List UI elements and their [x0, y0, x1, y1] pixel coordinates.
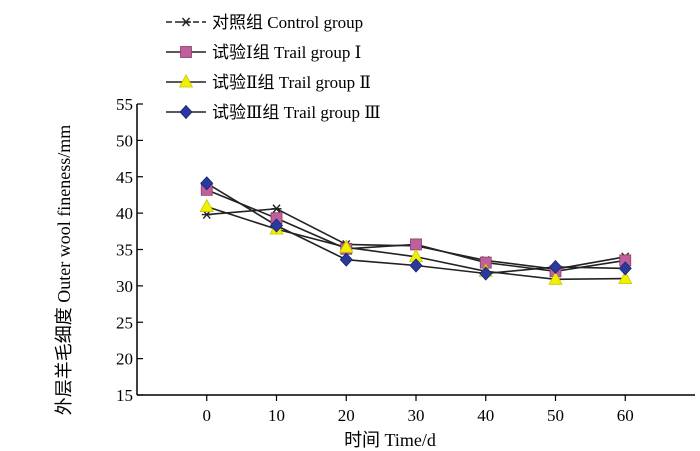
y-tick-label: 55: [116, 95, 133, 114]
x-tick-label: 20: [338, 406, 355, 425]
series-3-point: [548, 271, 563, 285]
legend-label-3: 试验Ⅱ组 Trail group Ⅱ: [212, 73, 371, 92]
y-tick-label: 40: [116, 204, 133, 223]
series-3-point: [618, 270, 633, 285]
series-1-point: [271, 204, 282, 214]
y-tick-label: 45: [116, 168, 133, 187]
y-tick-label: 30: [116, 277, 133, 296]
series-4-point: [409, 258, 423, 273]
series-4-point: [269, 218, 284, 233]
legend-marker-3: [178, 74, 194, 88]
legend-marker-1: [181, 17, 191, 27]
series-2-point: [410, 238, 422, 251]
series-4-point: [548, 259, 563, 275]
y-tick-label: 15: [116, 386, 133, 405]
legend-label-1: 对照组 Control group: [212, 13, 363, 32]
legend-marker-4: [179, 104, 193, 120]
series-markers: [199, 176, 633, 285]
legend-marker-2: [180, 46, 192, 58]
x-axis-label: 时间 Time/d: [344, 430, 436, 450]
series-3-point: [199, 198, 214, 212]
y-tick-label: 25: [116, 313, 133, 332]
series-4-point: [479, 266, 493, 281]
x-tick-label: 40: [477, 406, 494, 425]
series-3-point: [339, 239, 354, 253]
axes: 15 20 25 30 35 40 45 50 55 0 10 20 30 40 50 60: [116, 95, 695, 425]
y-tick-label: 50: [116, 131, 133, 150]
legend: 对照组 Control group 试验Ⅰ组 Trail group Ⅰ 试验Ⅱ组 …: [166, 13, 381, 122]
x-tick-label: 0: [203, 406, 212, 425]
legend-label-2: 试验Ⅰ组 Trail group Ⅰ: [212, 43, 361, 62]
y-tick-label: 35: [116, 241, 133, 260]
legend-label-4: 试验Ⅲ组 Trail group Ⅲ: [212, 103, 381, 122]
x-tick-label: 50: [547, 406, 564, 425]
x-tick-label: 60: [617, 406, 634, 425]
y-tick-label: 20: [116, 350, 133, 369]
series-4-point: [200, 176, 214, 191]
series-4-point: [339, 252, 353, 267]
y-axis-label: 外层羊毛细度 Outer wool fineness/mm: [54, 125, 74, 415]
x-tick-label: 30: [408, 406, 425, 425]
x-tick-label: 10: [268, 406, 285, 425]
series-4-point: [618, 261, 632, 276]
